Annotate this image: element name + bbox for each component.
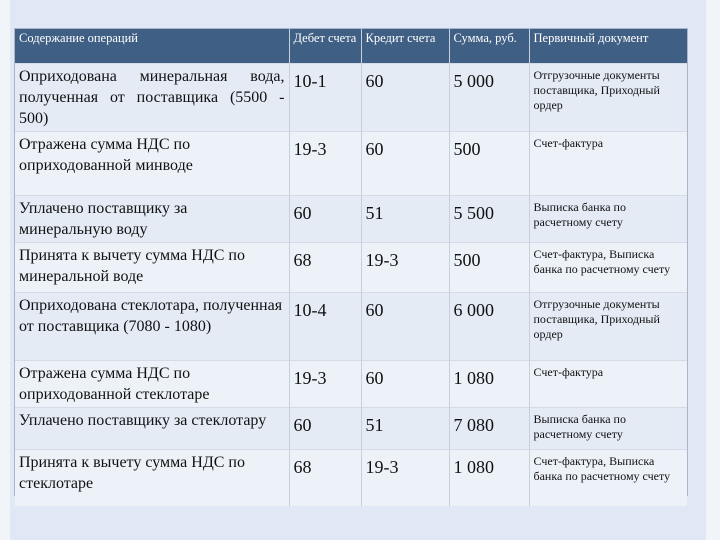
cell-debit: 19-3	[289, 360, 362, 408]
header-debit: Дебет счета	[289, 29, 362, 64]
header-credit: Кредит счета	[361, 29, 450, 64]
cell-debit: 68	[289, 242, 362, 293]
cell-sum: 6 000	[449, 292, 530, 361]
header-operations: Содержание операций	[15, 29, 290, 64]
accounting-table-container: Содержание операций Дебет счета Кредит с…	[14, 28, 688, 506]
cell-credit: 60	[361, 63, 450, 132]
cell-sum: 500	[449, 242, 530, 293]
background-glow-left	[0, 0, 10, 540]
cell-sum: 1 080	[449, 360, 530, 408]
cell-operation: Уплачено поставщику за стеклотару	[15, 407, 290, 450]
table-row: Оприходована стеклотара, полученная от п…	[15, 292, 687, 361]
cell-debit: 60	[289, 195, 362, 243]
table-row: Отражена сумма НДС по оприходованной сте…	[15, 360, 687, 408]
cell-debit: 10-4	[289, 292, 362, 361]
table-row: Уплачено поставщику за минеральную воду …	[15, 195, 687, 243]
table-row: Отражена сумма НДС по оприходованной мин…	[15, 131, 687, 196]
cell-sum: 5 000	[449, 63, 530, 132]
cell-document: Отгрузочные документы поставщика, Приход…	[533, 297, 660, 341]
cell-debit: 68	[289, 449, 362, 506]
table-row: Оприходована минеральная вода, полученна…	[15, 63, 687, 132]
cell-credit: 51	[361, 407, 450, 450]
cell-credit: 19-3	[361, 242, 450, 293]
table-row: Уплачено поставщику за стеклотару 60 51 …	[15, 407, 687, 450]
cell-document: Счет-фактура, Выписка банка по расчетном…	[533, 247, 671, 276]
cell-credit: 19-3	[361, 449, 450, 506]
cell-document: Счет-фактура, Выписка банка по расчетном…	[533, 454, 671, 483]
background-glow-right	[706, 0, 720, 540]
table-row: Принята к вычету сумма НДС по стеклотаре…	[15, 449, 687, 506]
accounting-entries-table: Содержание операций Дебет счета Кредит с…	[15, 29, 687, 506]
table-row: Принята к вычету сумма НДС по минерально…	[15, 242, 687, 293]
header-document: Первичный документ	[529, 29, 687, 64]
header-sum: Сумма, руб.	[449, 29, 530, 64]
cell-debit: 60	[289, 407, 362, 450]
cell-document: Отгрузочные документы поставщика, Приход…	[533, 68, 660, 112]
cell-document: Выписка банка по расчетному счету	[533, 412, 626, 441]
cell-sum: 500	[449, 131, 530, 196]
cell-credit: 60	[361, 360, 450, 408]
cell-credit: 60	[361, 292, 450, 361]
cell-sum: 5 500	[449, 195, 530, 243]
cell-operation: Оприходована минеральная вода, полученна…	[15, 63, 290, 132]
cell-sum: 1 080	[449, 449, 530, 506]
cell-credit: 60	[361, 131, 450, 196]
cell-operation: Оприходована стеклотара, полученная от п…	[15, 292, 290, 361]
table-header-row: Содержание операций Дебет счета Кредит с…	[15, 29, 687, 64]
cell-document: Счет-фактура	[533, 136, 604, 150]
cell-operation: Принята к вычету сумма НДС по минерально…	[15, 242, 290, 293]
cell-operation: Уплачено поставщику за минеральную воду	[15, 195, 290, 243]
cell-debit: 19-3	[289, 131, 362, 196]
cell-debit: 10-1	[289, 63, 362, 132]
cell-operation: Отражена сумма НДС по оприходованной сте…	[15, 360, 290, 408]
cell-document: Выписка банка по расчетному счету	[533, 200, 626, 229]
cell-document: Счет-фактура	[533, 365, 604, 379]
cell-sum: 7 080	[449, 407, 530, 450]
cell-operation: Принята к вычету сумма НДС по стеклотаре	[15, 449, 290, 506]
cell-operation: Отражена сумма НДС по оприходованной мин…	[15, 131, 290, 196]
cell-credit: 51	[361, 195, 450, 243]
